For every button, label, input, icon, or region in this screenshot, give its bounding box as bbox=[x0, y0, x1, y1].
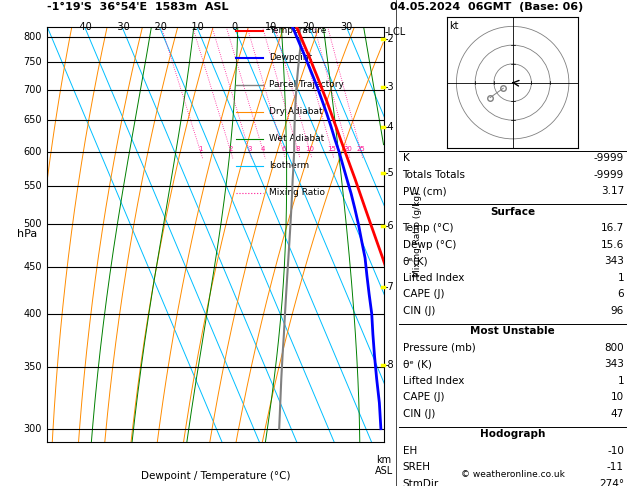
Text: Dewp (°C): Dewp (°C) bbox=[403, 240, 456, 250]
Text: 16.7: 16.7 bbox=[601, 223, 624, 233]
Text: 343: 343 bbox=[604, 256, 624, 266]
Text: 343: 343 bbox=[604, 359, 624, 369]
Text: Dewpoint / Temperature (°C): Dewpoint / Temperature (°C) bbox=[141, 471, 290, 481]
Text: 3: 3 bbox=[247, 146, 252, 152]
Text: Isotherm: Isotherm bbox=[269, 161, 309, 171]
Text: 2: 2 bbox=[228, 146, 233, 152]
Text: 25: 25 bbox=[357, 146, 365, 152]
Text: -30: -30 bbox=[114, 22, 130, 32]
Text: Lifted Index: Lifted Index bbox=[403, 273, 464, 283]
Text: 400: 400 bbox=[24, 309, 42, 319]
Text: 04.05.2024  06GMT  (Base: 06): 04.05.2024 06GMT (Base: 06) bbox=[390, 2, 583, 12]
Text: kt: kt bbox=[449, 21, 459, 31]
Text: 600: 600 bbox=[24, 147, 42, 156]
Text: Wet Adiabat: Wet Adiabat bbox=[269, 135, 325, 143]
Text: CIN (J): CIN (J) bbox=[403, 306, 435, 316]
Text: 800: 800 bbox=[24, 32, 42, 42]
Text: 1: 1 bbox=[617, 376, 624, 386]
Text: θᵉ (K): θᵉ (K) bbox=[403, 359, 431, 369]
Text: km
ASL: km ASL bbox=[374, 455, 393, 476]
Text: CAPE (J): CAPE (J) bbox=[403, 392, 444, 402]
Text: Temp (°C): Temp (°C) bbox=[403, 223, 454, 233]
Text: 450: 450 bbox=[24, 261, 42, 272]
Text: Surface: Surface bbox=[490, 207, 535, 217]
Text: 10: 10 bbox=[306, 146, 314, 152]
Text: CAPE (J): CAPE (J) bbox=[403, 289, 444, 299]
Text: Most Unstable: Most Unstable bbox=[470, 326, 555, 336]
Text: 6: 6 bbox=[281, 146, 286, 152]
Text: hPa: hPa bbox=[17, 229, 37, 240]
Text: © weatheronline.co.uk: © weatheronline.co.uk bbox=[460, 469, 565, 479]
Text: -2: -2 bbox=[384, 34, 394, 44]
Text: Mixing Ratio: Mixing Ratio bbox=[269, 189, 325, 197]
Text: 3.17: 3.17 bbox=[601, 186, 624, 196]
Text: 47: 47 bbox=[611, 409, 624, 419]
Text: 800: 800 bbox=[604, 343, 624, 353]
Text: -8: -8 bbox=[384, 360, 394, 370]
Text: θᵉ(K): θᵉ(K) bbox=[403, 256, 428, 266]
Text: 1: 1 bbox=[617, 273, 624, 283]
Text: Pressure (mb): Pressure (mb) bbox=[403, 343, 476, 353]
Text: -20: -20 bbox=[152, 22, 167, 32]
Text: Dewpoint: Dewpoint bbox=[269, 53, 313, 62]
Text: -11: -11 bbox=[607, 462, 624, 472]
Text: 1: 1 bbox=[198, 146, 203, 152]
Text: StmDir: StmDir bbox=[403, 479, 439, 486]
Text: -9999: -9999 bbox=[594, 153, 624, 163]
Text: Totals Totals: Totals Totals bbox=[403, 170, 465, 180]
Text: 4: 4 bbox=[261, 146, 265, 152]
Text: K: K bbox=[403, 153, 409, 163]
Text: 300: 300 bbox=[24, 424, 42, 434]
Text: -9999: -9999 bbox=[594, 170, 624, 180]
Text: 0: 0 bbox=[231, 22, 237, 32]
Text: 10: 10 bbox=[611, 392, 624, 402]
Text: -10: -10 bbox=[189, 22, 204, 32]
Text: 750: 750 bbox=[23, 57, 42, 68]
Text: 350: 350 bbox=[24, 362, 42, 372]
Text: Mixing Ratio (g/kg): Mixing Ratio (g/kg) bbox=[413, 191, 422, 278]
Text: CIN (J): CIN (J) bbox=[403, 409, 435, 419]
Text: Parcel Trajectory: Parcel Trajectory bbox=[269, 80, 344, 89]
Text: Dry Adiabat: Dry Adiabat bbox=[269, 107, 323, 117]
Text: 30: 30 bbox=[340, 22, 352, 32]
Text: 20: 20 bbox=[343, 146, 353, 152]
Text: Temperature: Temperature bbox=[269, 26, 326, 35]
Text: -10: -10 bbox=[607, 446, 624, 456]
Text: 8: 8 bbox=[296, 146, 301, 152]
Text: 20: 20 bbox=[303, 22, 315, 32]
Text: EH: EH bbox=[403, 446, 417, 456]
Text: 650: 650 bbox=[24, 115, 42, 124]
Text: 500: 500 bbox=[24, 220, 42, 229]
Text: -5: -5 bbox=[384, 168, 394, 178]
Text: Lifted Index: Lifted Index bbox=[403, 376, 464, 386]
Text: 15: 15 bbox=[328, 146, 337, 152]
Text: PW (cm): PW (cm) bbox=[403, 186, 446, 196]
Text: SREH: SREH bbox=[403, 462, 431, 472]
Text: 6: 6 bbox=[617, 289, 624, 299]
Text: 96: 96 bbox=[611, 306, 624, 316]
Text: -3: -3 bbox=[384, 82, 394, 91]
Text: -1°19'S  36°54'E  1583m  ASL: -1°19'S 36°54'E 1583m ASL bbox=[47, 2, 229, 12]
Text: 15.6: 15.6 bbox=[601, 240, 624, 250]
Text: -4: -4 bbox=[384, 122, 394, 132]
Text: -LCL: -LCL bbox=[384, 27, 406, 36]
Text: 274°: 274° bbox=[599, 479, 624, 486]
Text: 550: 550 bbox=[23, 181, 42, 191]
Text: -6: -6 bbox=[384, 221, 394, 231]
Text: -40: -40 bbox=[77, 22, 92, 32]
Text: Hodograph: Hodograph bbox=[480, 429, 545, 439]
Text: 700: 700 bbox=[24, 85, 42, 95]
Text: -7: -7 bbox=[384, 282, 394, 292]
Text: 10: 10 bbox=[265, 22, 277, 32]
